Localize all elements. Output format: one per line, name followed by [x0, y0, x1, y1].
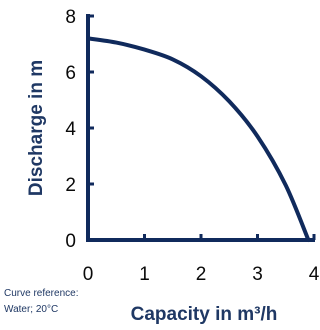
x-tick-label: 2: [196, 264, 207, 285]
x-tick-label: 4: [309, 264, 320, 285]
discharge-curve: [86, 36, 311, 242]
x-axis-title: Capacity in m³/h: [131, 304, 278, 325]
y-tick-label: 0: [65, 231, 76, 252]
y-axis-title: Discharge in m: [26, 60, 47, 196]
y-tick-label: 2: [65, 175, 76, 196]
x-tick-label: 1: [139, 264, 150, 285]
y-tick-label: 8: [65, 7, 76, 28]
curve-reference-line-2: Water; 20°C: [4, 304, 58, 315]
x-tick-label: 0: [83, 264, 94, 285]
y-tick-label: 6: [65, 63, 76, 84]
y-tick-label: 4: [65, 119, 76, 140]
x-tick-label: 3: [252, 264, 263, 285]
curve-reference-line-1: Curve reference:: [4, 288, 78, 299]
